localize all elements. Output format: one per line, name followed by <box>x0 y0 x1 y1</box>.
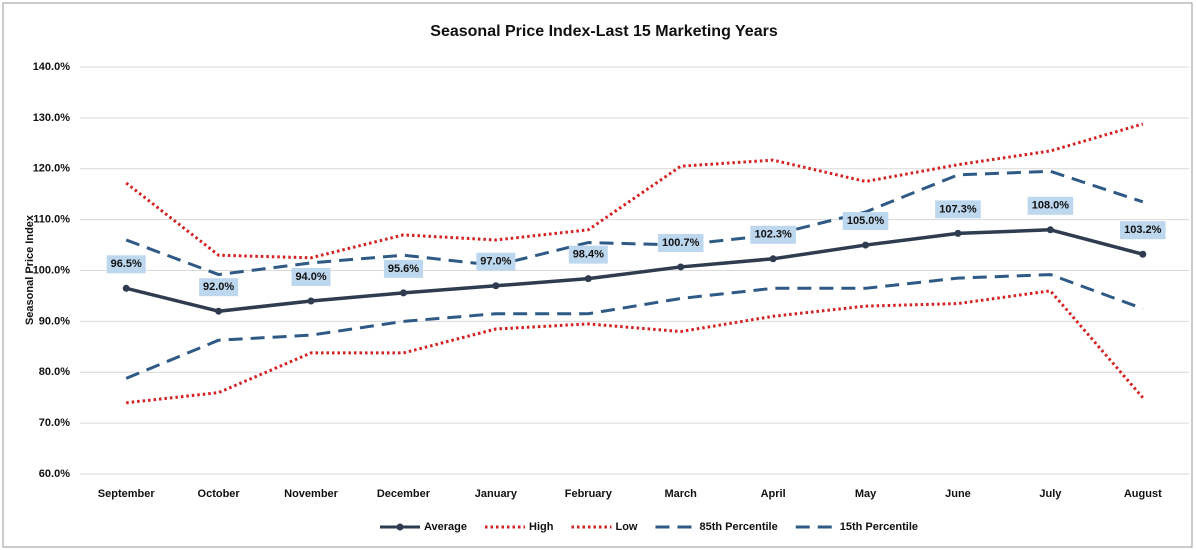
data-label: 107.3% <box>939 203 977 215</box>
series-line <box>125 122 1144 260</box>
point-marker <box>677 263 685 271</box>
data-label-box <box>842 212 889 231</box>
y-tick-label: 110.0% <box>33 214 70 226</box>
x-tick-label: June <box>945 488 971 500</box>
data-label: 97.0% <box>480 256 511 268</box>
x-tick-label: December <box>377 488 431 500</box>
y-tick-label: 80.0% <box>39 366 70 378</box>
point-marker <box>769 255 777 263</box>
x-tick-label: January <box>475 488 518 500</box>
series-line <box>125 169 1144 277</box>
legend-label: 85th Percentile <box>699 521 777 533</box>
data-label: 105.0% <box>847 215 885 227</box>
legend-marker <box>396 523 404 531</box>
y-tick-label: 100.0% <box>33 264 71 276</box>
series-line <box>125 228 1144 313</box>
data-label: 100.7% <box>662 237 700 249</box>
point-marker <box>1139 250 1147 258</box>
data-label: 108.0% <box>1032 200 1070 212</box>
data-label: 94.0% <box>295 271 326 283</box>
x-tick-label: July <box>1039 488 1062 500</box>
chart-title: Seasonal Price Index-Last 15 Marketing Y… <box>430 23 778 40</box>
x-tick-label: April <box>761 488 786 500</box>
legend-label: Average <box>424 521 467 533</box>
point-marker <box>954 229 962 237</box>
x-tick-label: May <box>855 488 877 500</box>
data-label: 92.0% <box>203 281 234 293</box>
data-label-box <box>657 233 704 252</box>
point-marker <box>492 282 500 290</box>
point-marker <box>584 275 592 283</box>
x-tick-label: February <box>565 488 613 500</box>
data-label-box <box>199 278 239 297</box>
y-tick-label: 130.0% <box>33 112 71 124</box>
legend-item: Average <box>380 521 467 533</box>
data-label: 98.4% <box>573 249 604 261</box>
legend-label: High <box>529 521 554 533</box>
series-line <box>125 273 1144 380</box>
x-tick-label: August <box>1124 488 1162 500</box>
series-line <box>126 289 1144 405</box>
data-label-box <box>106 255 146 274</box>
point-marker <box>215 307 223 315</box>
data-label-box <box>476 252 516 271</box>
data-label-box <box>935 200 981 219</box>
legend-item: Low <box>571 521 638 533</box>
point-marker <box>307 297 315 305</box>
data-label-box <box>1119 221 1166 240</box>
y-tick-label: 90.0% <box>39 315 70 327</box>
point-marker <box>862 241 870 249</box>
data-label-box <box>1027 196 1074 215</box>
data-label: 95.6% <box>388 263 419 275</box>
y-tick-label: 60.0% <box>39 468 70 480</box>
data-label: 103.2% <box>1124 224 1162 236</box>
data-label-box <box>750 225 796 244</box>
legend-label: Low <box>615 521 637 533</box>
data-label-box <box>568 245 608 264</box>
y-tick-label: 120.0% <box>33 163 71 175</box>
y-tick-label: 70.0% <box>39 417 70 429</box>
data-label: 102.3% <box>754 229 792 241</box>
y-axis-title: Seasonal Price Index <box>24 214 36 325</box>
point-marker <box>399 289 407 297</box>
x-tick-label: March <box>665 488 698 500</box>
x-tick-label: October <box>198 488 241 500</box>
legend-item: High <box>485 521 554 533</box>
legend-label: 15th Percentile <box>840 521 918 533</box>
point-marker <box>1046 226 1054 234</box>
legend-item: 15th Percentile <box>795 521 918 533</box>
data-label: 96.5% <box>111 258 142 270</box>
data-label-box <box>383 259 423 278</box>
point-marker <box>122 284 130 292</box>
x-tick-label: September <box>98 488 156 500</box>
data-label-box <box>291 268 331 287</box>
x-tick-label: November <box>284 488 339 500</box>
legend-item: 85th Percentile <box>655 521 778 533</box>
y-tick-label: 140.0% <box>33 61 71 73</box>
